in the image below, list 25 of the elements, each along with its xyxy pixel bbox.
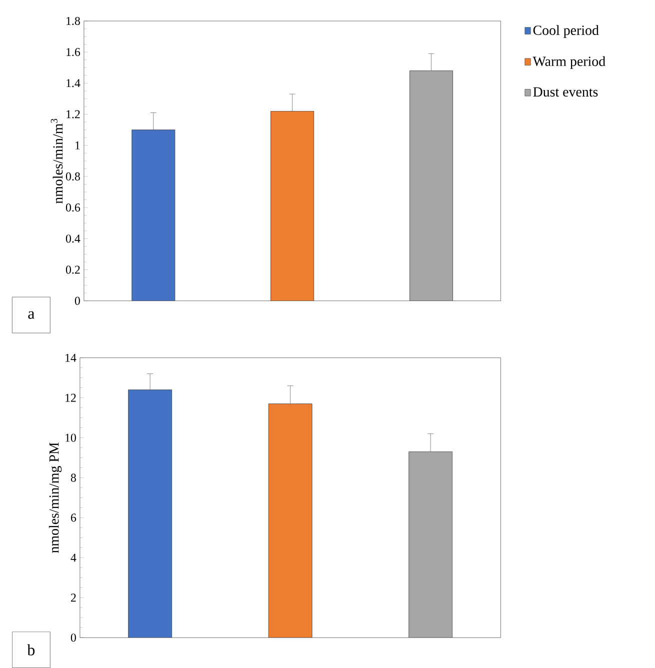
text: b bbox=[27, 644, 35, 656]
y-tick-label: 10 bbox=[66, 434, 76, 442]
y-tick-label: 14 bbox=[66, 354, 76, 362]
y-tick-label: 0 bbox=[75, 296, 80, 305]
y-tick-label: 12 bbox=[66, 394, 76, 402]
legend-label: Dust events bbox=[533, 87, 598, 97]
y-tick-label: 6 bbox=[71, 514, 76, 522]
y-tick-label: 1 bbox=[76, 141, 80, 150]
y-tick-label: 0.6 bbox=[66, 203, 80, 212]
y-tick-label: 2 bbox=[71, 594, 76, 602]
y-tick-label: 1.2 bbox=[66, 110, 80, 118]
y-axis-title: nmoles/min/mg PM bbox=[49, 442, 62, 553]
y-tick-label: 0.4 bbox=[66, 234, 80, 243]
y-tick-label: 1.6 bbox=[66, 48, 80, 56]
legend-label: Warm period bbox=[532, 56, 606, 69]
legend-label: Cool period bbox=[534, 25, 600, 38]
y-tick-label: 0.8 bbox=[66, 172, 80, 181]
y-tick-label: 0 bbox=[71, 634, 76, 642]
text: a bbox=[28, 311, 35, 319]
y-tick-label: 1.4 bbox=[66, 79, 80, 88]
y-tick-label: 0.2 bbox=[66, 266, 80, 274]
y-tick-label: 1.8 bbox=[66, 16, 80, 26]
y-axis-title: nmoles/min/m$^{3}$ bbox=[51, 118, 63, 204]
y-tick-label: 8 bbox=[71, 474, 76, 482]
y-tick-label: 4 bbox=[70, 554, 76, 562]
